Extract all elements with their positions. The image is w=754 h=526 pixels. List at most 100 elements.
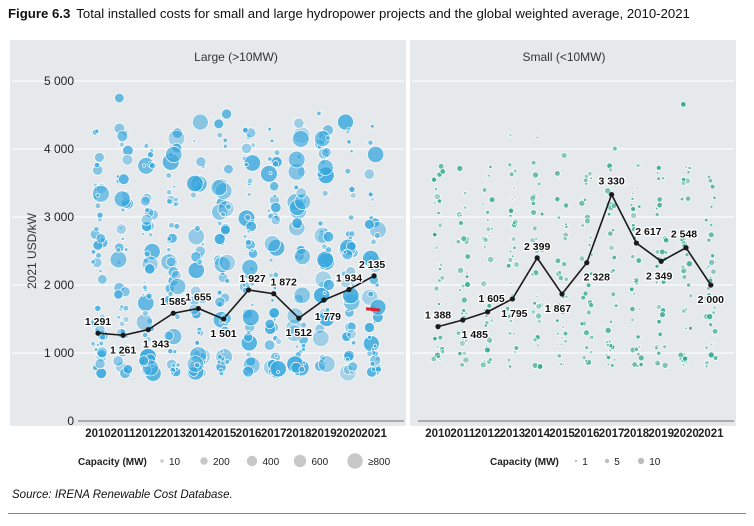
project-bubble xyxy=(629,306,636,313)
data-label: 2 399 xyxy=(524,241,550,253)
project-bubble xyxy=(340,277,351,288)
average-point xyxy=(170,310,176,316)
project-bubble xyxy=(661,176,665,181)
project-bubble xyxy=(630,206,636,212)
project-bubble xyxy=(196,258,203,265)
project-bubble xyxy=(140,213,153,226)
project-bubble xyxy=(439,275,446,281)
project-bubble xyxy=(189,295,200,307)
project-bubble xyxy=(364,322,375,333)
project-bubble xyxy=(654,359,661,367)
project-bubble xyxy=(272,285,278,291)
project-bubble xyxy=(434,245,439,250)
project-bubble xyxy=(345,266,357,277)
project-bubble xyxy=(635,163,641,168)
project-bubble xyxy=(225,203,232,210)
project-bubble xyxy=(213,256,231,274)
legend-entry: 5 xyxy=(614,457,620,468)
project-bubble xyxy=(663,274,669,280)
data-label: 1 655 xyxy=(185,291,211,303)
x-tick-label: 2018 xyxy=(286,428,312,440)
project-bubble xyxy=(246,330,252,336)
project-bubble xyxy=(294,344,300,349)
project-bubble xyxy=(530,309,536,315)
figure-caption: Total installed costs for small and larg… xyxy=(76,6,690,21)
project-bubble xyxy=(317,220,324,227)
project-bubble xyxy=(563,339,568,344)
project-bubble xyxy=(561,261,568,268)
project-bubble xyxy=(656,319,662,325)
project-bubble xyxy=(714,260,718,264)
project-bubble xyxy=(242,127,249,134)
project-bubble xyxy=(680,267,688,275)
project-bubble xyxy=(118,141,125,148)
project-bubble xyxy=(165,256,177,268)
x-tick-label: 2020 xyxy=(336,428,362,440)
project-bubble xyxy=(540,211,545,217)
project-bubble xyxy=(561,316,565,320)
project-bubble xyxy=(507,358,511,363)
project-bubble xyxy=(606,212,612,217)
project-bubble xyxy=(483,245,487,249)
project-bubble xyxy=(369,360,376,367)
project-bubble xyxy=(264,318,275,330)
project-bubble xyxy=(362,249,380,268)
project-bubble xyxy=(273,149,281,156)
project-bubble xyxy=(635,334,641,340)
project-bubble xyxy=(556,215,562,220)
project-bubble xyxy=(149,162,157,170)
project-bubble xyxy=(461,308,467,314)
project-bubble xyxy=(367,139,374,146)
project-bubble xyxy=(511,254,515,259)
project-bubble xyxy=(687,166,692,170)
project-bubble xyxy=(345,356,350,362)
project-bubble xyxy=(490,320,495,324)
project-bubble xyxy=(608,244,615,252)
project-bubble xyxy=(509,171,515,177)
average-line-layer xyxy=(95,191,714,338)
legend-entry: 10 xyxy=(649,457,661,468)
project-bubble xyxy=(272,194,278,199)
project-bubble xyxy=(514,312,520,319)
project-bubble xyxy=(263,235,281,253)
project-bubble xyxy=(141,292,146,297)
project-bubble xyxy=(94,202,102,210)
data-label: 1 388 xyxy=(425,310,451,322)
project-bubble xyxy=(562,330,569,337)
project-bubble xyxy=(366,350,373,357)
project-bubble xyxy=(95,233,106,244)
project-bubble xyxy=(433,193,441,201)
project-bubble xyxy=(530,200,536,206)
project-bubble xyxy=(535,312,543,320)
project-bubble xyxy=(681,274,687,280)
project-bubble xyxy=(145,292,153,300)
project-bubble xyxy=(196,330,202,336)
project-bubble xyxy=(266,208,271,213)
data-label: 2 349 xyxy=(646,270,672,282)
project-bubble xyxy=(555,331,560,336)
project-bubble xyxy=(170,362,176,368)
project-bubble xyxy=(244,238,252,246)
project-bubble xyxy=(118,226,123,231)
project-bubble xyxy=(511,218,519,226)
project-bubble xyxy=(504,305,511,312)
project-bubble xyxy=(115,223,127,235)
panel-title: Small (<10MW) xyxy=(522,50,605,64)
project-bubble xyxy=(166,236,172,242)
project-bubble xyxy=(94,152,105,163)
project-bubble xyxy=(485,210,490,215)
project-bubble xyxy=(589,350,594,355)
project-bubble xyxy=(351,340,357,346)
project-bubble xyxy=(140,195,151,207)
project-bubble xyxy=(464,253,471,260)
project-bubble xyxy=(221,108,233,120)
project-bubble xyxy=(322,291,327,295)
project-bubble xyxy=(460,311,464,316)
x-tick-label: 2017 xyxy=(599,428,625,440)
project-bubble xyxy=(631,361,638,368)
project-bubble xyxy=(530,209,537,216)
project-bubble xyxy=(562,363,565,367)
project-bubble xyxy=(300,321,307,329)
project-bubble xyxy=(190,285,202,297)
project-bubble xyxy=(464,339,468,343)
